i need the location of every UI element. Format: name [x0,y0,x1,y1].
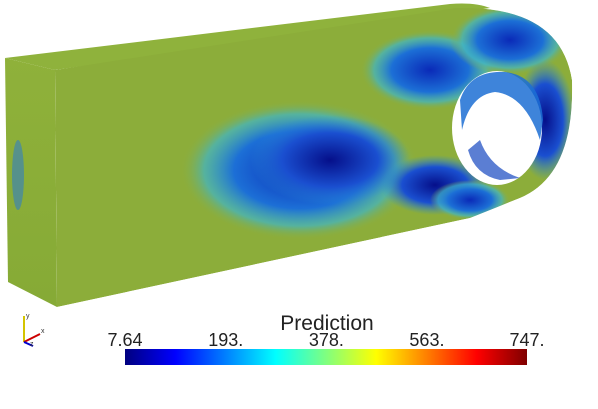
colorbar-tick-label: 563. [409,330,444,350]
top-face [5,3,490,70]
axis-label: y [26,313,30,320]
end-face [5,58,57,307]
axis-x [23,333,41,343]
colorbar-tick-label: 378. [309,330,344,350]
colorbar-tick-label: 747. [509,330,544,350]
colorbar-tick-label: 7.64 [107,330,142,350]
colorbar-tick-label: 193. [208,330,243,350]
axis-label: z [30,341,34,348]
orientation-axes: y x z [23,313,45,348]
axis-label: x [41,328,45,335]
hole-inner-wall [468,140,520,180]
colorbar-title: Prediction [280,312,373,335]
hole-inner-wall [460,71,543,140]
colorbar [125,349,527,365]
axis-z [23,341,34,347]
end-face-shading [12,140,24,210]
